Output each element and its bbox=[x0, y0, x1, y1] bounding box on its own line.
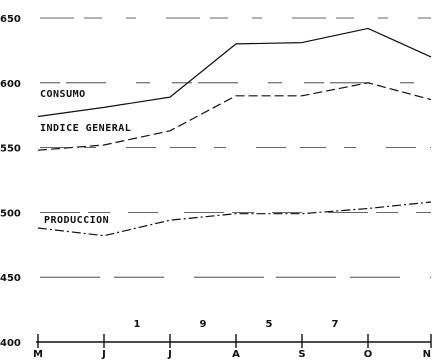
x-tick-label: S bbox=[298, 349, 305, 360]
x-tick-label: J bbox=[101, 349, 106, 360]
produccion-label: PRODUCCION bbox=[44, 215, 109, 226]
year-digit: 1 bbox=[134, 319, 141, 330]
x-tick-label: M bbox=[33, 349, 43, 360]
indice-general-line bbox=[37, 82, 432, 151]
y-tick-label: 600 bbox=[0, 79, 21, 90]
y-tick-label: 500 bbox=[0, 208, 21, 219]
year-digit: 9 bbox=[200, 319, 207, 330]
x-tick-label: J bbox=[167, 349, 172, 360]
x-tick-label: O bbox=[364, 349, 373, 360]
y-tick-label: 400 bbox=[0, 338, 21, 349]
consumo-label: CONSUMO bbox=[40, 89, 86, 100]
y-tick-label: 550 bbox=[0, 144, 21, 155]
x-tick-label: N bbox=[423, 349, 431, 360]
consumo-line bbox=[37, 27, 432, 118]
indice-general-label: INDICE GENERAL bbox=[40, 123, 131, 134]
year-digit: 5 bbox=[266, 319, 273, 330]
year-digit: 7 bbox=[332, 319, 339, 330]
x-tick-label: A bbox=[232, 349, 240, 360]
produccion-line bbox=[37, 201, 432, 237]
y-tick-label: 450 bbox=[0, 273, 21, 284]
y-tick-label: 650 bbox=[0, 14, 21, 25]
